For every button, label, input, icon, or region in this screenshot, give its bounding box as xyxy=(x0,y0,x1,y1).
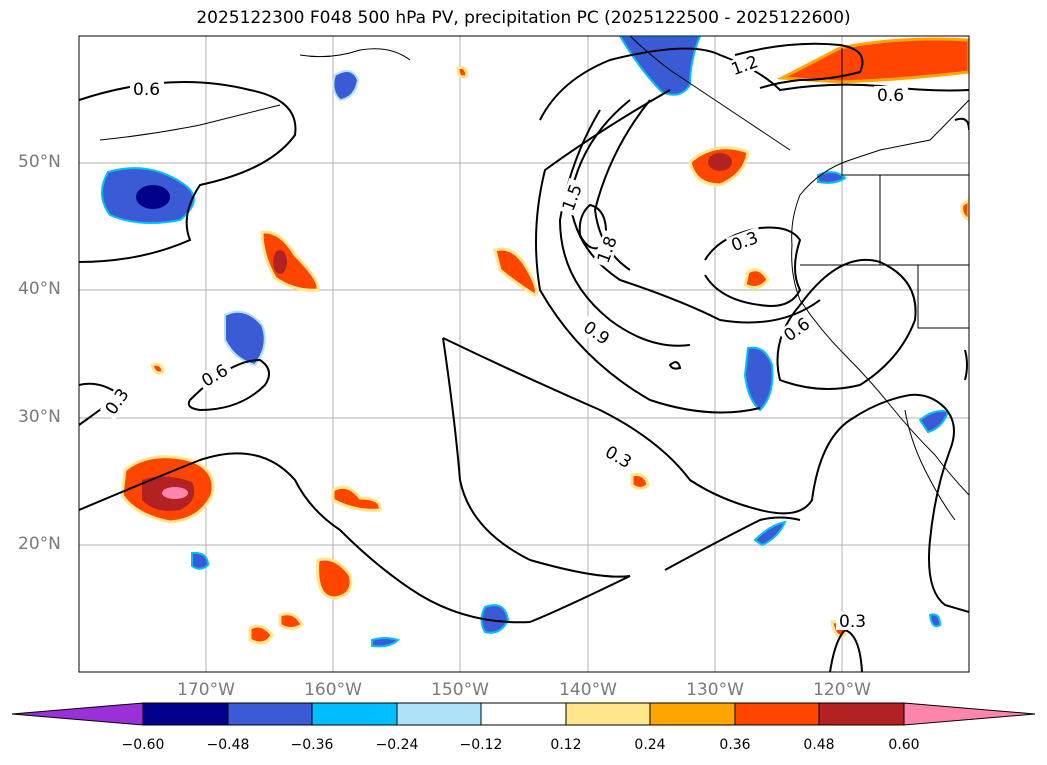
colorbar-segment xyxy=(311,702,398,726)
colorbar-segment xyxy=(565,702,651,726)
colorbar xyxy=(11,702,1036,726)
pos-precip-area xyxy=(456,65,469,79)
lon-label: 120°W xyxy=(813,680,871,700)
colorbar-segment xyxy=(480,702,567,726)
contour-label: 0.6 xyxy=(133,80,160,100)
pos-precip-area xyxy=(316,557,353,600)
neg-precip-area xyxy=(618,36,702,96)
pos-precip-area xyxy=(260,230,320,292)
pv-contours xyxy=(79,42,969,672)
contour-label: 0.3 xyxy=(839,612,866,632)
coastlines xyxy=(99,36,969,521)
lat-label: 40°N xyxy=(18,279,61,299)
neg-precip-area xyxy=(191,551,210,570)
neg-precip-area xyxy=(371,637,400,648)
colorbar-tick-label: −0.36 xyxy=(290,737,334,753)
colorbar-segment xyxy=(734,702,820,726)
pos-precip-core xyxy=(273,250,287,274)
colorbar-segment xyxy=(142,702,229,726)
precip-fills xyxy=(101,36,969,648)
neg-precip-area xyxy=(918,410,950,434)
lat-label: 20°N xyxy=(18,534,61,554)
map-title: 2025122300 F048 500 hPa PV, precipitatio… xyxy=(196,8,851,28)
neg-precip-area xyxy=(928,613,942,628)
pos-precip-area xyxy=(150,362,165,375)
colorbar-tick-label: 0.12 xyxy=(550,737,582,753)
gridlines xyxy=(79,36,969,672)
colorbar-tick-label: 0.60 xyxy=(888,737,920,753)
neg-precip-area xyxy=(743,346,774,412)
colorbar-tick-label: 0.36 xyxy=(719,737,751,753)
pos-precip-area xyxy=(493,247,538,297)
colorbar-segment xyxy=(818,702,905,726)
lon-label: 160°W xyxy=(304,680,362,700)
neg-precip-area xyxy=(817,171,847,184)
pos-precip-area xyxy=(776,37,969,84)
neg-precip-area xyxy=(332,70,360,102)
colorbar-extend-high xyxy=(903,702,1036,726)
neg-precip-area xyxy=(480,604,510,634)
colorbar-tick-label: −0.60 xyxy=(121,737,165,753)
pos-precip-area xyxy=(630,473,650,490)
colorbar-tick-label: −0.12 xyxy=(459,737,503,753)
pos-precip-core xyxy=(708,153,732,171)
lat-label: 50°N xyxy=(18,152,61,172)
pos-precip-area xyxy=(743,268,770,290)
pos-precip-area xyxy=(960,198,969,222)
lon-label: 140°W xyxy=(559,680,617,700)
neg-precip-area xyxy=(753,520,787,547)
colorbar-tick-label: −0.24 xyxy=(375,737,419,753)
colorbar-tick-label: −0.48 xyxy=(206,737,250,753)
pos-precip-peak xyxy=(162,487,188,499)
lon-label: 170°W xyxy=(177,680,235,700)
lat-label: 30°N xyxy=(18,407,61,427)
colorbar-tick-label: 0.48 xyxy=(803,737,835,753)
colorbar-segment xyxy=(396,702,482,726)
pos-precip-area xyxy=(248,624,274,645)
colorbar-extend-low xyxy=(11,702,144,726)
plot-frame xyxy=(78,35,970,673)
colorbar-segment xyxy=(227,702,313,726)
lon-label: 130°W xyxy=(686,680,744,700)
neg-precip-core xyxy=(136,185,170,209)
lon-label: 150°W xyxy=(431,680,489,700)
colorbar-tick-label: 0.24 xyxy=(634,737,666,753)
contour-label: 0.6 xyxy=(877,86,904,106)
neg-precip-area xyxy=(224,310,266,367)
pos-precip-area xyxy=(278,612,304,630)
pos-precip-area xyxy=(331,485,382,512)
colorbar-segment xyxy=(649,702,736,726)
